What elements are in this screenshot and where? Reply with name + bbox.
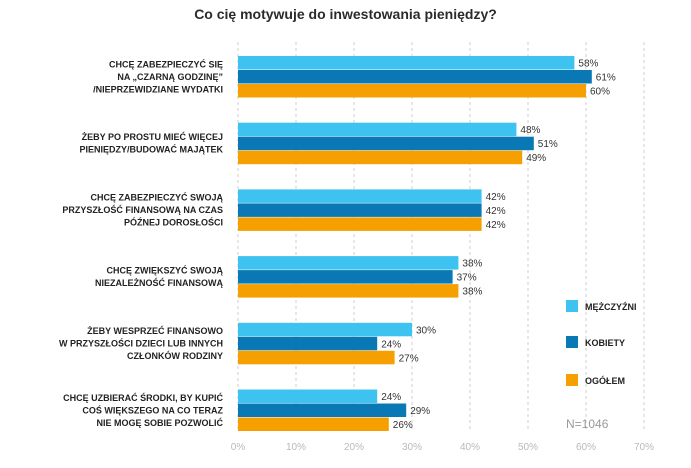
data-label: 60% bbox=[590, 87, 610, 98]
bar bbox=[238, 403, 407, 417]
data-label: 24% bbox=[381, 339, 401, 350]
x-tick-label: 40% bbox=[460, 442, 480, 453]
bar bbox=[238, 203, 482, 217]
data-label: 24% bbox=[381, 392, 401, 403]
bar bbox=[238, 389, 378, 403]
category-label-line: COŚ WIĘKSZEGO NA CO TERAZ bbox=[82, 404, 223, 415]
category-label: CHCĘ ZABEZPIECZYĆ SWOJĄ PRZYSZŁOŚĆ FINANS… bbox=[62, 192, 223, 228]
x-tick-label: 20% bbox=[344, 442, 364, 453]
x-tick-label: 10% bbox=[286, 442, 306, 453]
bar bbox=[238, 189, 482, 203]
bar bbox=[238, 217, 482, 231]
value-labels-layer: 58% 61% 60% 48% 51% 49% 42% 42% 42% 38% 37% 38% 30% 2… bbox=[381, 59, 616, 432]
category-label: ŻEBY WESPRZEĆ FINANSOWO W PRZYSZŁOŚCI DZI… bbox=[59, 325, 223, 361]
x-axis-ticks: 0% 10% 20% 30% 40% 50% 60% 70% bbox=[231, 442, 654, 453]
bar bbox=[238, 284, 459, 298]
data-label: 48% bbox=[520, 125, 540, 136]
legend-label: MĘŻCZYŹNI bbox=[585, 302, 637, 312]
category-label-line: CZŁONKÓW RODZINY bbox=[127, 350, 223, 361]
category-label-line: PRZYSZŁOŚĆ FINANSOWĄ NA CZAS bbox=[62, 204, 223, 215]
data-label: 38% bbox=[462, 259, 482, 270]
category-label-line: CHCĘ ZABEZPIECZYĆ SWOJĄ bbox=[90, 192, 223, 203]
bar bbox=[238, 336, 378, 351]
bar bbox=[238, 84, 586, 98]
category-label: CHCĘ UZBIERAĆ ŚRODKI, BY KUPIĆ COŚ WIĘKSZ… bbox=[63, 392, 223, 428]
category-labels-layer: CHCĘ ZABEZPIECZYĆ SIĘ NA „CZARNĄ GODZINĘ”… bbox=[59, 58, 223, 428]
bar bbox=[238, 136, 534, 151]
bars-layer bbox=[238, 56, 592, 431]
category-label-line: PIENIĘDZY/BUDOWAĆ MAJĄTEK bbox=[79, 144, 223, 155]
category-label-line: ŻEBY WESPRZEĆ FINANSOWO bbox=[87, 325, 223, 336]
bar bbox=[238, 56, 575, 70]
data-label: 37% bbox=[457, 273, 477, 284]
category-label-line: NIE MOGĘ SOBIE POZWOLIĆ bbox=[96, 417, 223, 428]
category-label-line: ŻEBY PO PROSTU MIEĆ WIĘCEJ bbox=[82, 131, 223, 142]
data-label: 29% bbox=[410, 406, 430, 417]
data-label: 27% bbox=[399, 353, 419, 364]
category-label: ŻEBY PO PROSTU MIEĆ WIĘCEJ PIENIĘDZY/BUDO… bbox=[79, 131, 223, 155]
category-label: CHCĘ ZABEZPIECZYĆ SIĘ NA „CZARNĄ GODZINĘ”… bbox=[93, 58, 223, 94]
data-label: 42% bbox=[486, 220, 506, 231]
bar bbox=[238, 256, 459, 270]
bar bbox=[238, 122, 517, 137]
bar bbox=[238, 350, 395, 365]
x-tick-label: 0% bbox=[231, 442, 246, 453]
category-label-line: /NIEPRZEWIDZIANE WYDATKI bbox=[93, 84, 223, 94]
bar bbox=[238, 150, 523, 165]
data-label: 42% bbox=[486, 192, 506, 203]
category-label-line: CHCĘ ZWIĘKSZYĆ SWOJĄ bbox=[106, 265, 223, 276]
bar bbox=[238, 70, 592, 84]
category-label-line: CHCĘ UZBIERAĆ ŚRODKI, BY KUPIĆ bbox=[63, 392, 223, 403]
legend-swatch bbox=[566, 300, 578, 312]
category-label-line: NA „CZARNĄ GODZINĘ” bbox=[117, 72, 223, 82]
x-tick-label: 30% bbox=[402, 442, 422, 453]
data-label: 30% bbox=[416, 325, 436, 336]
x-tick-label: 50% bbox=[518, 442, 538, 453]
legend-swatch bbox=[566, 374, 578, 386]
bar bbox=[238, 322, 412, 337]
bar bbox=[238, 270, 453, 284]
data-label: 42% bbox=[486, 206, 506, 217]
category-label-line: NIEZALEŻNOŚĆ FINANSOWĄ bbox=[95, 277, 223, 288]
data-label: 58% bbox=[578, 59, 598, 70]
data-label: 26% bbox=[393, 420, 413, 431]
legend-label: OGÓŁEM bbox=[585, 375, 625, 386]
bar bbox=[238, 417, 389, 431]
data-label: 61% bbox=[596, 73, 616, 84]
data-label: 51% bbox=[538, 139, 558, 150]
data-label: 38% bbox=[462, 287, 482, 298]
legend-swatch bbox=[566, 336, 578, 348]
sample-size-note: N=1046 bbox=[566, 417, 609, 431]
chart-title: Co cię motywuje do inwestowania pieniędz… bbox=[194, 6, 497, 22]
grid-layer bbox=[237, 42, 645, 432]
category-label-line: CHCĘ ZABEZPIECZYĆ SIĘ bbox=[109, 58, 223, 69]
category-label: CHCĘ ZWIĘKSZYĆ SWOJĄ NIEZALEŻNOŚĆ FINANSO… bbox=[95, 265, 223, 289]
legend: MĘŻCZYŹNI KOBIETY OGÓŁEM bbox=[566, 300, 637, 386]
category-label-line: W PRZYSZŁOŚCI DZIECI LUB INNYCH bbox=[59, 338, 223, 349]
x-tick-label: 70% bbox=[634, 442, 654, 453]
category-label-line: PÓŹNEJ DOROSŁOŚCI bbox=[124, 217, 223, 228]
x-tick-label: 60% bbox=[576, 442, 596, 453]
legend-label: KOBIETY bbox=[585, 338, 625, 348]
data-label: 49% bbox=[526, 153, 546, 164]
